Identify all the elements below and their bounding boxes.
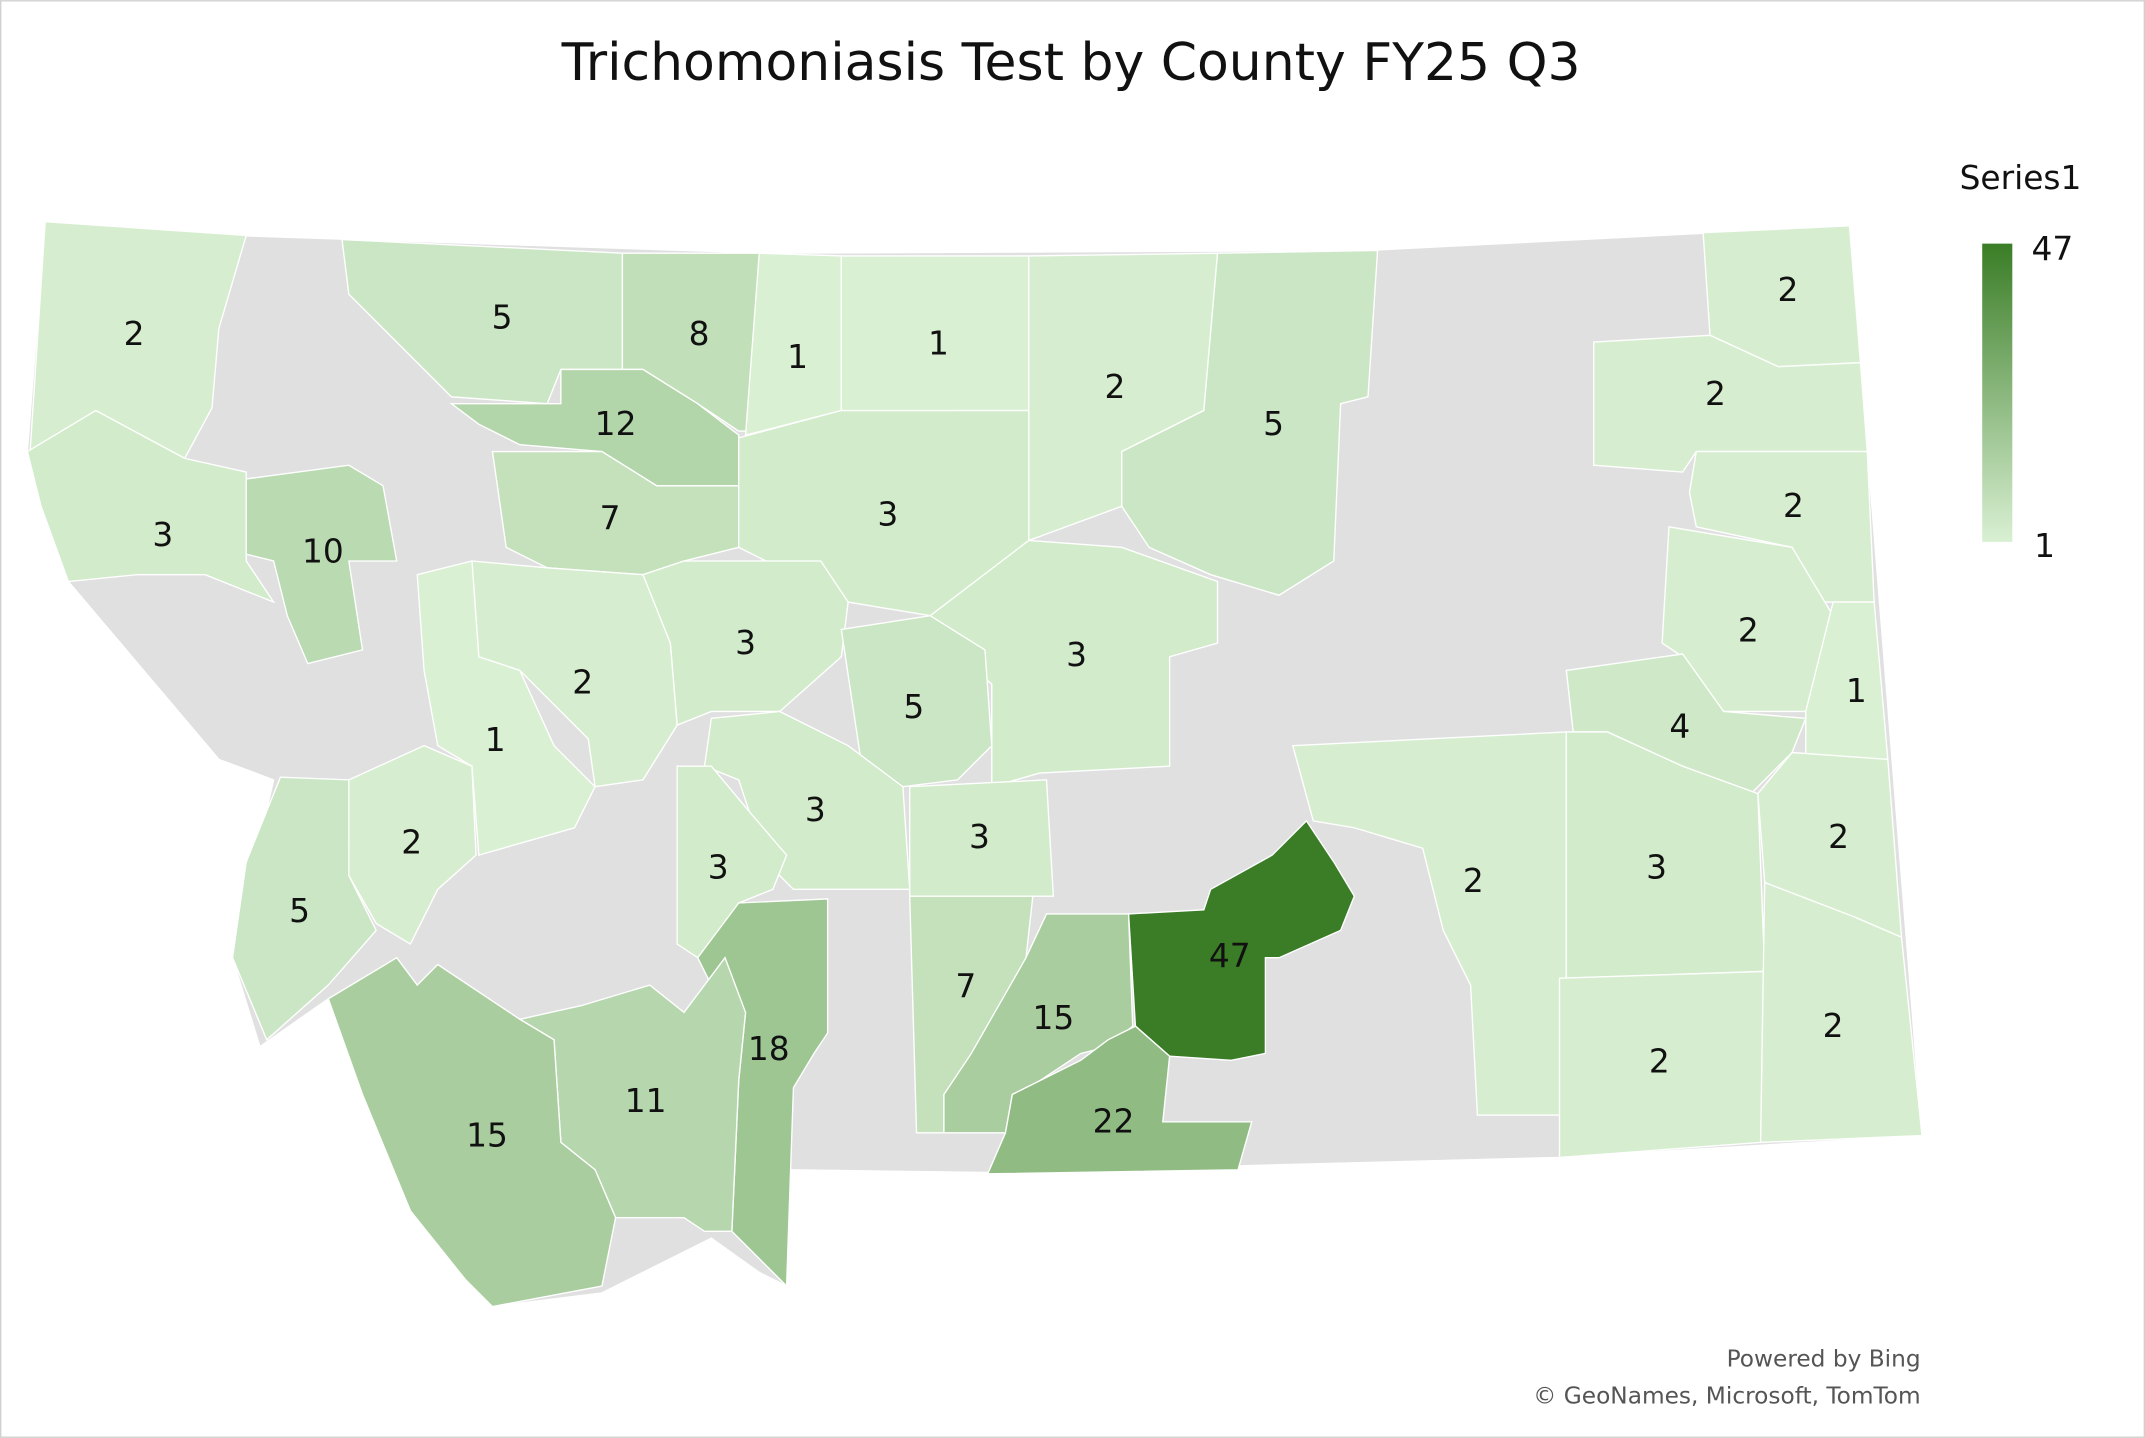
- county-value-label: 1: [928, 324, 949, 362]
- chart-title: Trichomoniasis Test by County FY25 Q3: [561, 33, 1581, 93]
- county-value-label: 2: [1738, 612, 1759, 650]
- county-value-label: 5: [1263, 405, 1284, 443]
- county-value-label: 11: [625, 1082, 667, 1120]
- county-value-label: 5: [289, 892, 310, 930]
- county-value-label: 22: [1093, 1103, 1135, 1141]
- county-region: [1759, 881, 1923, 1144]
- county-value-label: 5: [492, 298, 513, 336]
- county-value-label: 4: [1669, 707, 1690, 745]
- county-region: [703, 710, 911, 890]
- attribution: © GeoNames, Microsoft, TomTom: [1533, 1382, 1921, 1409]
- county-value-label: 2: [1649, 1043, 1670, 1081]
- county-value-label: 3: [1646, 848, 1667, 886]
- county-value-label: 1: [485, 721, 506, 759]
- county-region: [416, 560, 596, 857]
- county-value-label: 8: [689, 315, 710, 353]
- regions: [26, 221, 1923, 1308]
- county-value-label: 2: [1828, 818, 1849, 856]
- county-value-label: 47: [1209, 937, 1251, 975]
- county-value-label: 2: [1104, 368, 1125, 406]
- attribution: Powered by Bing: [1727, 1345, 1921, 1372]
- legend-title: Series1: [1960, 159, 2082, 197]
- county-region: [231, 776, 378, 1041]
- county-value-label: 18: [748, 1030, 790, 1068]
- county-value-label: 7: [955, 967, 976, 1005]
- county-region: [26, 409, 276, 604]
- county-value-label: 2: [1463, 862, 1484, 900]
- county-value-label: 3: [708, 848, 729, 886]
- legend-max-label: 47: [2031, 230, 2073, 268]
- county-region: [1121, 249, 1379, 596]
- county-value-label: 2: [124, 315, 145, 353]
- county-value-label: 12: [595, 405, 637, 443]
- county-value-label: 5: [903, 688, 924, 726]
- county-value-label: 2: [572, 664, 593, 702]
- county-value-label: 15: [466, 1116, 508, 1154]
- county-value-label: 2: [1783, 487, 1804, 525]
- county-value-label: 1: [787, 338, 808, 376]
- county-region: [491, 450, 740, 576]
- legend-color-bar: [1982, 243, 2013, 542]
- county-region: [909, 779, 1055, 897]
- county-region: [348, 744, 477, 946]
- county-region: [1127, 819, 1356, 1062]
- county-value-label: 15: [1032, 999, 1074, 1037]
- county-region: [327, 956, 617, 1308]
- county-value-label: 7: [600, 499, 621, 537]
- county-region: [1661, 525, 1834, 713]
- county-value-label: 3: [735, 624, 756, 662]
- county-value-label: 3: [1066, 636, 1087, 674]
- county-value-label: 3: [805, 791, 826, 829]
- county-value-label: 2: [401, 824, 422, 862]
- county-region: [986, 1025, 1253, 1175]
- county-value-label: 10: [302, 532, 344, 570]
- county-value-label: 2: [1705, 375, 1726, 413]
- county-value-label: 1: [1846, 672, 1867, 710]
- county-region: [245, 464, 398, 665]
- county-value-label: 3: [969, 818, 990, 856]
- county-value-label: 3: [152, 516, 173, 554]
- county-value-label: 3: [877, 495, 898, 533]
- legend-min-label: 1: [2034, 527, 2055, 565]
- county-value-label: 2: [1823, 1007, 1844, 1045]
- county-value-label: 2: [1778, 271, 1799, 309]
- county-region: [676, 765, 788, 959]
